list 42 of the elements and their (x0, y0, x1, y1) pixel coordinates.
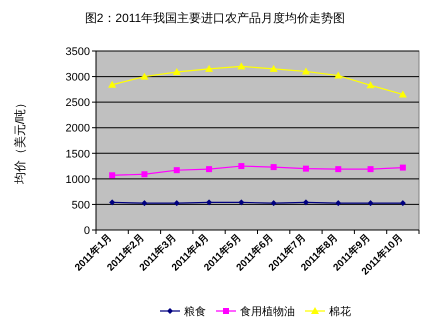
point (270, 164, 277, 170)
point (398, 90, 407, 98)
point (206, 166, 212, 172)
point (366, 81, 375, 88)
y-tick-label: 2500 (66, 97, 90, 110)
y-tick-label: 0 (84, 225, 90, 237)
point (400, 164, 406, 171)
point (206, 199, 212, 206)
point (368, 166, 374, 172)
point (174, 200, 180, 206)
point (141, 200, 148, 206)
point (302, 67, 310, 74)
y-tick-label: 500 (72, 199, 90, 212)
y-tick-label: 3500 (66, 46, 90, 58)
point (174, 167, 180, 174)
point (335, 200, 342, 206)
point (109, 172, 116, 178)
point (172, 68, 181, 75)
point (335, 166, 342, 172)
legend-label: 棉花 (329, 305, 351, 318)
y-axis-title: 均价（美元/吨） (13, 96, 27, 186)
point (400, 200, 406, 206)
point (238, 163, 244, 170)
point (140, 72, 148, 80)
y-tick-label: 2000 (66, 122, 90, 135)
point (270, 64, 278, 72)
point (270, 200, 277, 206)
y-tick-label: 1500 (66, 148, 90, 160)
point (108, 80, 116, 88)
y-tick-label: 3000 (66, 72, 90, 84)
point (334, 72, 342, 79)
point (238, 199, 244, 206)
legend-label: 食用植物油 (240, 305, 295, 318)
legend-label: 粮食 (184, 305, 206, 318)
chart-title: 图2：2011年我国主要进口农产品月度均价走势图 (84, 11, 346, 25)
point (302, 199, 309, 206)
point (205, 64, 214, 72)
y-tick-label: 1000 (66, 174, 90, 186)
point (141, 171, 148, 178)
point (237, 62, 246, 70)
point (109, 199, 116, 206)
point (302, 166, 309, 172)
